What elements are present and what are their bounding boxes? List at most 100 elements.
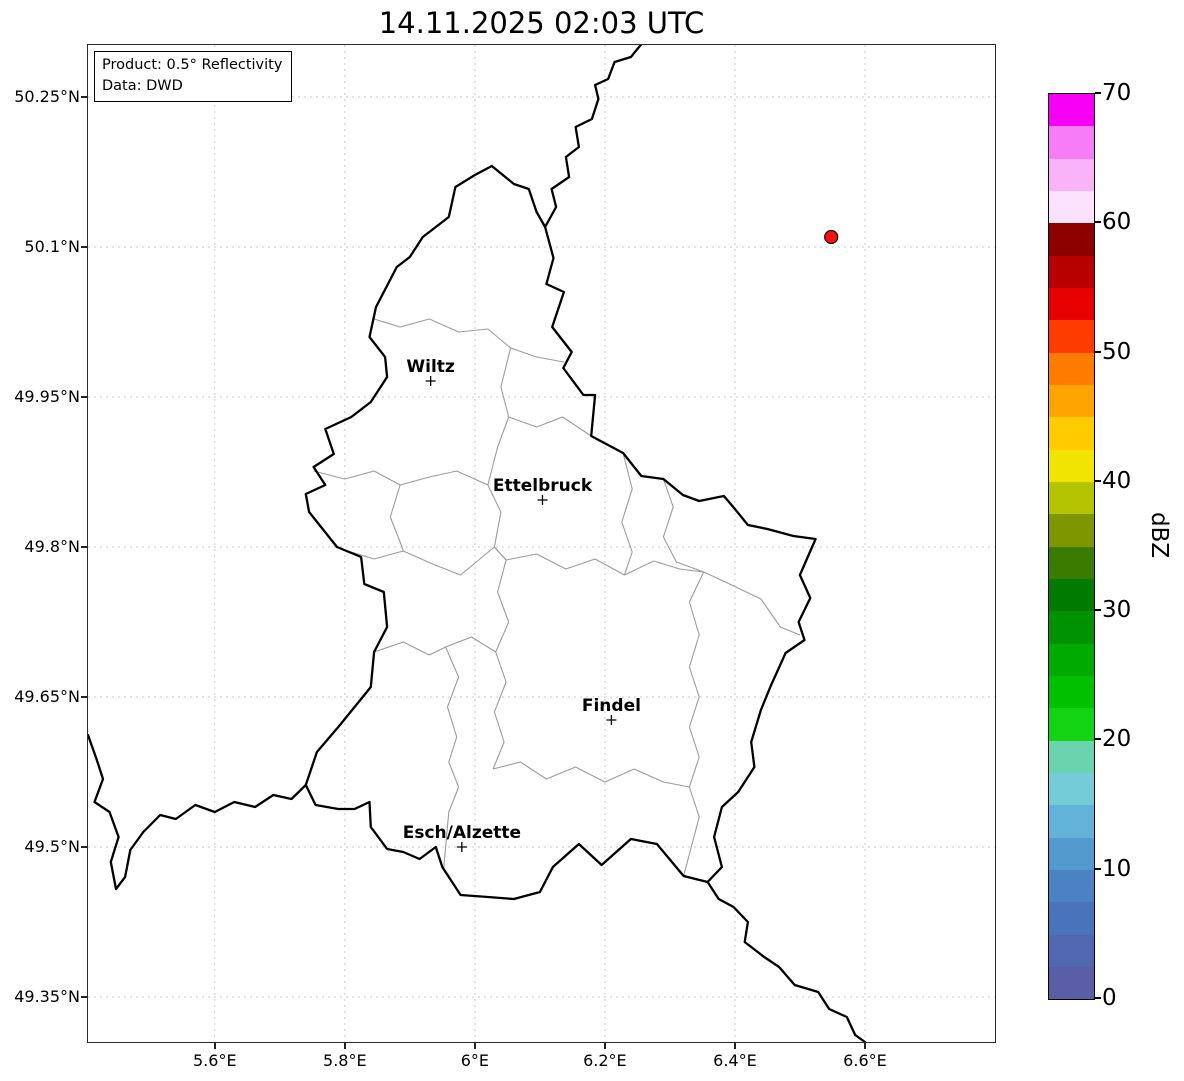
colorbar-band <box>1049 417 1094 450</box>
colorbar-band <box>1049 255 1094 288</box>
colorbar-tick-label: 20 <box>1102 726 1132 753</box>
x-tick-label: 6.6°E <box>843 1051 887 1070</box>
neighbor-country-border <box>706 880 867 1042</box>
y-tick-label: 49.8°N <box>24 537 80 556</box>
y-tick-mark <box>81 546 87 548</box>
y-tick-label: 50.25°N <box>14 87 80 106</box>
x-tick-mark <box>213 1043 216 1049</box>
x-tick-label: 6.4°E <box>713 1051 757 1070</box>
colorbar-label: dBZ <box>1146 512 1172 559</box>
data-source-line: Data: DWD <box>102 77 183 94</box>
colorbar-band <box>1049 352 1094 385</box>
colorbar-band <box>1049 158 1094 191</box>
y-tick-label: 50.1°N <box>24 237 80 256</box>
colorbar-band <box>1049 94 1094 127</box>
x-tick-label: 5.6°E <box>193 1051 237 1070</box>
colorbar-band <box>1049 934 1094 967</box>
colorbar-tick-mark <box>1095 479 1101 482</box>
colorbar-tick-label: 60 <box>1102 209 1132 236</box>
country-border <box>304 164 817 901</box>
colorbar-tick-label: 50 <box>1102 338 1132 365</box>
city-marker <box>425 376 436 386</box>
colorbar-band <box>1049 902 1094 935</box>
city-marker <box>537 495 548 505</box>
canton-border <box>508 416 592 437</box>
city-marker <box>606 715 617 725</box>
colorbar-band <box>1049 966 1094 1000</box>
colorbar-band <box>1049 740 1094 773</box>
canton-border <box>662 478 705 877</box>
colorbar-band <box>1049 643 1094 676</box>
colorbar <box>1048 93 1095 1000</box>
colorbar-tick-mark <box>1095 867 1101 870</box>
colorbar-band <box>1049 869 1094 903</box>
colorbar-tick-label: 40 <box>1102 467 1132 494</box>
canton-border <box>621 452 633 576</box>
y-tick-label: 49.35°N <box>14 987 80 1006</box>
luxembourg-map: Wiltz Ettelbruck Findel Esch/Alzette <box>88 45 995 1042</box>
colorbar-tick-mark <box>1095 350 1101 353</box>
colorbar-band <box>1049 514 1094 547</box>
x-tick-mark <box>603 1043 606 1049</box>
city-label: Esch/Alzette <box>403 823 521 843</box>
colorbar-tick-mark <box>1095 609 1101 612</box>
y-tick-mark <box>81 246 87 248</box>
y-tick-mark <box>81 846 87 848</box>
y-tick-mark <box>81 96 87 98</box>
colorbar-band <box>1049 190 1094 224</box>
colorbar-band <box>1049 578 1094 612</box>
colorbar-band <box>1049 611 1094 644</box>
colorbar-band <box>1049 837 1094 870</box>
colorbar-band <box>1049 481 1094 515</box>
x-tick-mark <box>863 1043 866 1049</box>
radar-location-marker <box>824 229 839 245</box>
canton-border <box>492 761 690 788</box>
product-line: Product: 0.5° Reflectivity <box>102 57 283 73</box>
city-label: Ettelbruck <box>493 476 593 496</box>
colorbar-band <box>1049 772 1094 806</box>
colorbar-band <box>1049 384 1094 418</box>
canton-border <box>389 484 404 552</box>
colorbar-band <box>1049 126 1094 159</box>
neighbor-country-border <box>543 45 642 229</box>
colorbar-tick-label: 30 <box>1102 597 1132 624</box>
colorbar-band <box>1049 805 1094 838</box>
colorbar-tick-label: 0 <box>1102 985 1117 1011</box>
colorbar-band <box>1049 223 1094 256</box>
product-info-box: Product: 0.5° Reflectivity Data: DWD <box>94 51 293 103</box>
colorbar-tick-label: 70 <box>1102 80 1132 106</box>
canton-border <box>373 318 564 363</box>
colorbar-band <box>1049 675 1094 709</box>
colorbar-tick-label: 10 <box>1102 855 1132 882</box>
city-marker <box>456 842 467 852</box>
canton-border <box>344 546 704 576</box>
x-tick-label: 6.2°E <box>583 1051 627 1070</box>
city-label: Findel <box>582 696 641 716</box>
x-tick-mark <box>473 1043 476 1049</box>
figure-title: 14.11.2025 02:03 UTC <box>378 6 705 40</box>
y-tick-mark <box>81 696 87 698</box>
y-tick-label: 49.65°N <box>14 687 80 706</box>
x-tick-mark <box>343 1043 346 1049</box>
canton-border <box>443 646 460 870</box>
map-plot: Wiltz Ettelbruck Findel Esch/Alzette Produc… <box>87 44 996 1043</box>
y-tick-label: 49.5°N <box>24 837 80 856</box>
colorbar-band <box>1049 449 1094 482</box>
colorbar-tick-mark <box>1095 221 1101 224</box>
city-label: Wiltz <box>406 357 455 377</box>
colorbar-tick-mark <box>1095 92 1101 94</box>
y-tick-label: 49.95°N <box>14 387 80 406</box>
colorbar-tick-mark <box>1095 738 1101 741</box>
colorbar-band <box>1049 320 1094 353</box>
colorbar-band <box>1049 708 1094 741</box>
y-tick-mark <box>81 996 87 998</box>
neighbor-country-border <box>88 733 307 891</box>
canton-border <box>373 636 496 656</box>
canton-border <box>703 571 801 636</box>
canton-border <box>492 559 510 770</box>
colorbar-band <box>1049 546 1094 579</box>
x-tick-mark <box>733 1043 736 1049</box>
colorbar-band <box>1049 287 1094 321</box>
y-tick-mark <box>81 396 87 398</box>
